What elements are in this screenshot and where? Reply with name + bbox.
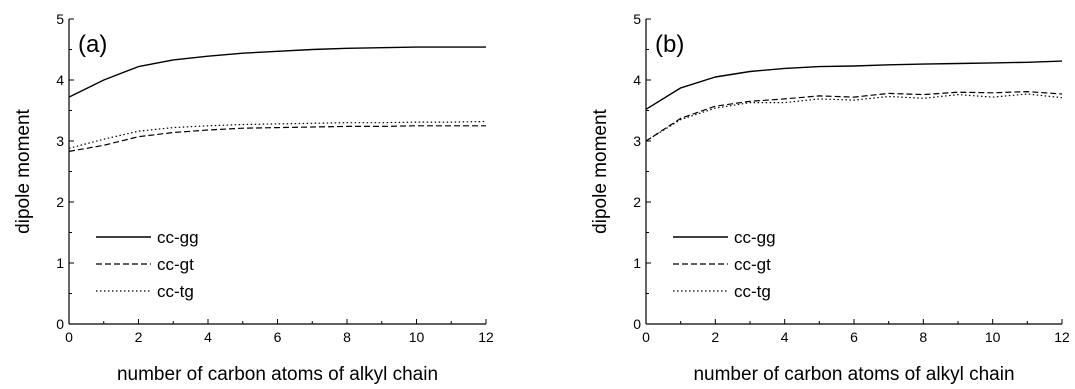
x-tick-label: 8 [919, 329, 927, 345]
legend-label-cc-gg: cc-gg [157, 228, 199, 247]
y-axis-label: dipole moment [13, 108, 34, 233]
y-tick-label: 0 [633, 316, 641, 332]
y-tick-label: 4 [56, 72, 64, 88]
series-line-cc-gg [645, 60, 1063, 110]
x-tick-label: 12 [478, 329, 494, 345]
legend-label-cc-tg: cc-tg [157, 282, 194, 301]
x-tick-label: 6 [274, 329, 282, 345]
y-tick-label: 1 [56, 255, 64, 271]
y-tick-label: 1 [633, 255, 641, 271]
y-tick-label: 2 [56, 194, 64, 210]
panel-label: (b) [655, 31, 684, 58]
y-tick-label: 5 [633, 11, 641, 27]
x-axis-label: number of carbon atoms of alkyl chain [117, 364, 438, 385]
x-tick-label: 0 [65, 329, 73, 345]
series-line-cc-gg [68, 46, 486, 98]
series-line-cc-gt [645, 90, 1063, 142]
x-tick-label: 12 [1054, 329, 1070, 345]
panel-label: (a) [78, 31, 107, 58]
x-tick-label: 2 [711, 329, 719, 345]
series-line-cc-gt [68, 125, 486, 152]
x-axis-label: number of carbon atoms of alkyl chain [693, 364, 1014, 385]
y-tick-label: 5 [56, 11, 64, 27]
x-tick-label: 0 [642, 329, 650, 345]
legend-label-cc-tg: cc-tg [734, 282, 771, 301]
y-tick-label: 3 [633, 133, 641, 149]
y-tick-label: 3 [56, 133, 64, 149]
legend-label-cc-gt: cc-gt [157, 255, 194, 274]
x-tick-label: 10 [985, 329, 1001, 345]
x-tick-label: 10 [409, 329, 425, 345]
y-tick-label: 2 [633, 194, 641, 210]
x-tick-label: 4 [781, 329, 789, 345]
y-axis-label: dipole moment [590, 108, 611, 233]
x-tick-label: 6 [850, 329, 858, 345]
y-tick-label: 0 [56, 316, 64, 332]
legend-label-cc-gg: cc-gg [734, 228, 776, 247]
y-tick-label: 4 [633, 72, 641, 88]
legend-label-cc-gt: cc-gt [734, 255, 771, 274]
x-tick-label: 4 [204, 329, 212, 345]
x-tick-label: 8 [343, 329, 351, 345]
x-tick-label: 2 [135, 329, 143, 345]
series-line-cc-tg [645, 93, 1063, 142]
